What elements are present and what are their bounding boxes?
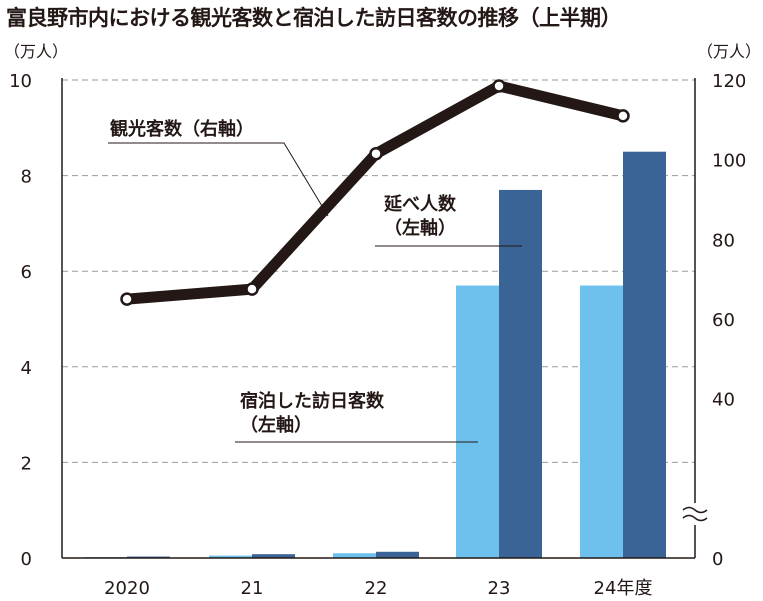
bar-宿泊した訪日客数 bbox=[580, 285, 623, 558]
bar-延べ人数 bbox=[623, 151, 666, 558]
line-point bbox=[245, 282, 259, 296]
bar-宿泊した訪日客数 bbox=[209, 555, 252, 558]
bars bbox=[84, 151, 666, 558]
line-観光客数 bbox=[121, 80, 629, 305]
annotation-観光客数: 観光客数（右軸） bbox=[110, 118, 254, 140]
line-series bbox=[120, 79, 630, 306]
right-tick-label: 120 bbox=[712, 71, 746, 92]
right-tick-label: 0 bbox=[712, 549, 723, 570]
right-tick-label: 80 bbox=[712, 230, 735, 251]
bar-延べ人数 bbox=[376, 551, 419, 558]
axis-break-mark bbox=[682, 506, 708, 514]
category-label: 21 bbox=[241, 578, 264, 599]
annotation-延べ人数: （左軸） bbox=[384, 217, 456, 239]
bar-宿泊した訪日客数 bbox=[333, 553, 376, 558]
left-axis-unit: （万人） bbox=[4, 42, 68, 61]
left-tick-label: 4 bbox=[21, 358, 32, 379]
left-tick-label: 10 bbox=[9, 71, 32, 92]
line-point bbox=[120, 292, 134, 306]
category-label: 22 bbox=[365, 578, 388, 599]
annotation-宿泊した訪日客数: 宿泊した訪日客数 bbox=[240, 390, 385, 412]
bar-延べ人数 bbox=[252, 554, 295, 558]
right-tick-label: 100 bbox=[712, 151, 746, 172]
leader-line bbox=[108, 142, 329, 217]
chart-title: 富良野市内における観光客数と宿泊した訪日客数の推移（上半期） bbox=[6, 6, 622, 30]
annotations: 観光客数（右軸）延べ人数（左軸）宿泊した訪日客数（左軸） bbox=[108, 118, 522, 443]
category-label: 23 bbox=[488, 578, 511, 599]
axis-break-mark bbox=[682, 514, 708, 522]
line-point bbox=[616, 109, 630, 123]
category-label: 24年度 bbox=[594, 578, 653, 599]
right-tick-label: 60 bbox=[712, 310, 735, 331]
line-point bbox=[369, 146, 383, 161]
right-axis-unit: （万人） bbox=[697, 42, 761, 61]
line-point bbox=[492, 79, 506, 93]
right-tick-label: 40 bbox=[712, 390, 735, 411]
bar-宿泊した訪日客数 bbox=[456, 285, 499, 558]
left-tick-label: 2 bbox=[21, 453, 32, 474]
annotation-延べ人数: 延べ人数 bbox=[383, 193, 457, 215]
bar-延べ人数 bbox=[499, 189, 542, 558]
left-tick-label: 6 bbox=[21, 262, 32, 283]
gridlines bbox=[62, 79, 695, 463]
category-label: 2020 bbox=[104, 578, 150, 599]
annotation-宿泊した訪日客数: （左軸） bbox=[240, 414, 312, 436]
left-tick-label: 8 bbox=[21, 167, 32, 188]
left-tick-label: 0 bbox=[21, 549, 32, 570]
